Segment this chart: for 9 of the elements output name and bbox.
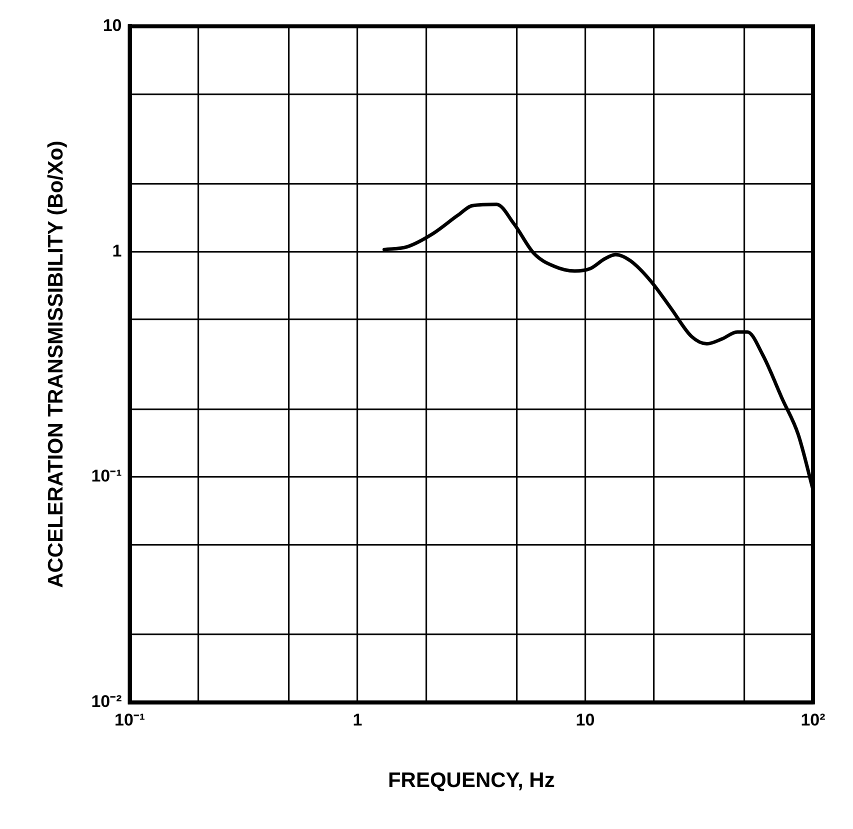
- x-tick-label: 10: [576, 710, 595, 730]
- y-tick-label: 1: [112, 241, 122, 260]
- y-axis-title: ACCELERATION TRANSMISSIBILITY (Bo/Xo): [44, 140, 68, 588]
- y-tick-label: 10⁻²: [91, 692, 122, 712]
- x-axis-title: FREQUENCY, Hz: [388, 769, 555, 792]
- y-tick-label: 10: [102, 16, 122, 35]
- x-tick-label: 1: [352, 710, 362, 730]
- y-tick-label: 10⁻¹: [91, 466, 122, 486]
- x-tick-label: 10²: [800, 710, 826, 730]
